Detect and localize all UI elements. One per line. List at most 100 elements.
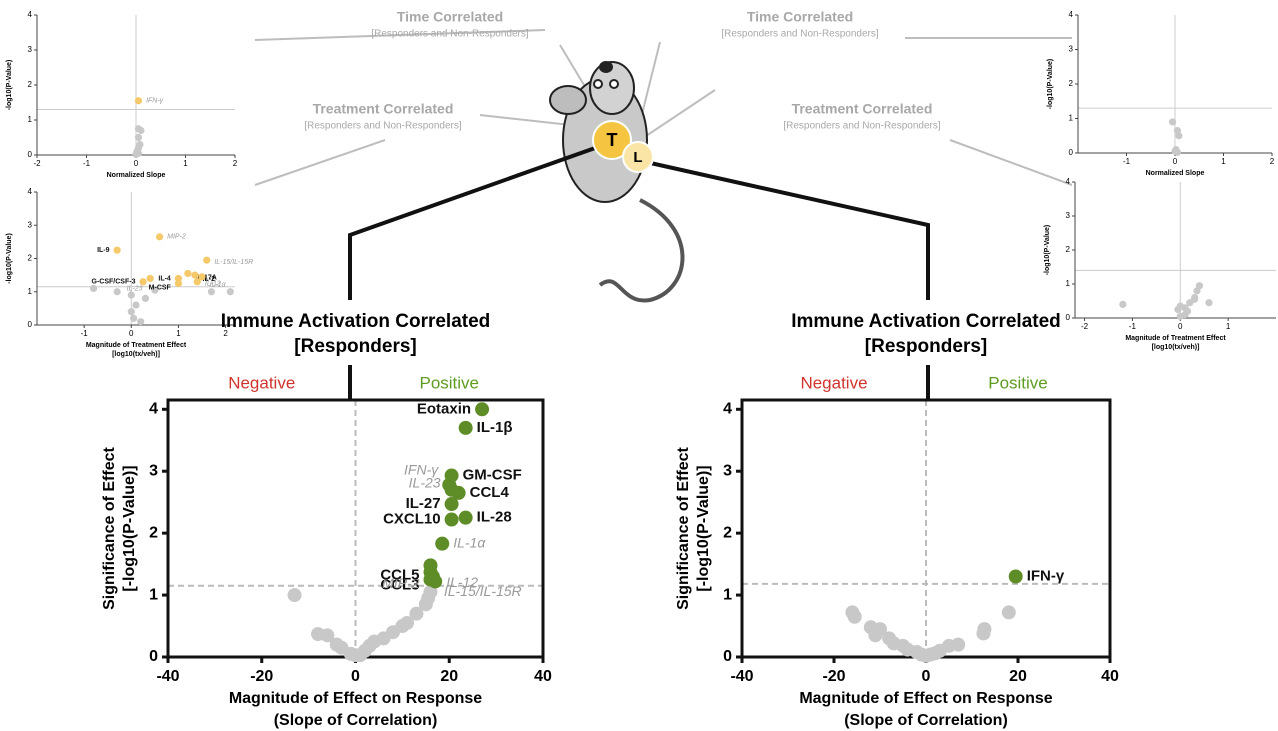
x-tick-label: 40 xyxy=(1101,668,1119,685)
x-tick-label: -1 xyxy=(81,329,89,338)
trunk-line xyxy=(637,160,928,300)
point-label: G-CSF/CSF-3 xyxy=(92,279,136,286)
y-tick-label: 3 xyxy=(1066,211,1071,220)
point xyxy=(132,151,139,158)
point xyxy=(977,622,991,636)
point xyxy=(1009,569,1023,583)
point xyxy=(184,270,191,277)
y-tick-label: 0 xyxy=(28,320,33,329)
point xyxy=(142,295,149,302)
x-axis-label: Normalized Slope xyxy=(107,172,166,179)
y-tick-label: 2 xyxy=(149,524,158,541)
y-tick-label: 4 xyxy=(723,401,732,418)
connector xyxy=(640,90,715,140)
y-axis-label: -log10(P-Value) xyxy=(1044,225,1051,276)
chart: -2-101201234Normalized Slope-log10(P-Val… xyxy=(6,10,238,179)
x-tick-label: -40 xyxy=(156,668,179,685)
y-tick-label: 0 xyxy=(28,150,33,159)
point-label: M-CSF xyxy=(149,284,172,291)
point xyxy=(1119,301,1126,308)
point xyxy=(1196,282,1203,289)
point xyxy=(156,233,163,240)
x-tick-label: -1 xyxy=(83,159,91,168)
x-tick-label: -20 xyxy=(250,668,273,685)
y-axis-label: -log10(P-Value) xyxy=(6,233,13,284)
x-tick-label: -1 xyxy=(1123,157,1131,166)
x-tick-label: 0 xyxy=(922,668,931,685)
point xyxy=(90,285,97,292)
x-tick-label: 0 xyxy=(129,329,134,338)
mouse-nose xyxy=(600,62,612,72)
point xyxy=(951,638,965,652)
y-tick-label: 4 xyxy=(1066,177,1071,186)
y-tick-label: 4 xyxy=(28,187,33,196)
point-label: IL-9 xyxy=(97,247,110,254)
x-tick-label: -1 xyxy=(1129,322,1137,331)
connector xyxy=(255,140,385,185)
point-label: IL-12 xyxy=(446,574,478,590)
point xyxy=(208,288,215,295)
y-tick-label: 1 xyxy=(28,287,33,296)
positive-label: Positive xyxy=(988,373,1048,392)
point-label: IFN-γ xyxy=(146,98,164,105)
point-label: IL-23 xyxy=(409,474,441,490)
y-tick-label: 0 xyxy=(723,648,732,665)
x-tick-label: -20 xyxy=(822,668,845,685)
point xyxy=(1205,299,1212,306)
y-tick-label: 3 xyxy=(149,462,158,479)
x-axis-label: Magnitude of Treatment Effect xyxy=(86,342,187,349)
point xyxy=(128,308,135,315)
connector xyxy=(950,140,1072,185)
point-label: IL-4 xyxy=(158,275,171,282)
x-tick-label: 0 xyxy=(351,668,360,685)
annotation-subtitle: [Responders and Non-Responders] xyxy=(783,121,941,132)
x-tick-label: 1 xyxy=(1221,157,1226,166)
point xyxy=(147,275,154,282)
y-tick-label: 4 xyxy=(28,10,33,19)
y-tick-label: 4 xyxy=(149,401,158,418)
point xyxy=(445,513,459,527)
point-label: IL-12 xyxy=(205,281,221,288)
point xyxy=(203,257,210,264)
point xyxy=(868,628,882,642)
x-axis-label: Magnitude of Effect on Response xyxy=(799,690,1052,707)
x-axis-label: Normalized Slope xyxy=(1146,170,1205,177)
point xyxy=(1177,313,1184,320)
negative-label: Negative xyxy=(228,373,295,392)
mouse-ear xyxy=(550,86,586,114)
x-tick-label: 0 xyxy=(134,159,139,168)
y-tick-label: 2 xyxy=(1066,245,1071,254)
mouse-tail xyxy=(600,200,683,300)
x-axis-label: Magnitude of Effect on Response xyxy=(229,690,482,707)
plot-frame xyxy=(742,400,1110,657)
y-tick-label: 0 xyxy=(149,648,158,665)
point xyxy=(445,497,459,511)
x-tick-label: 20 xyxy=(440,668,458,685)
point xyxy=(1191,294,1198,301)
x-axis-label: (Slope of Correlation) xyxy=(844,712,1008,729)
x-tick-label: 40 xyxy=(534,668,552,685)
annotation-title: Time Correlated xyxy=(747,9,853,25)
point-label: Eotaxin xyxy=(417,400,471,417)
y-axis-label: [-log10(P-Value)] xyxy=(121,465,138,591)
mouse-eye xyxy=(610,80,618,88)
point xyxy=(135,134,142,141)
point xyxy=(139,278,146,285)
x-tick-label: 2 xyxy=(1270,157,1275,166)
y-tick-label: 0 xyxy=(1066,313,1071,322)
connector xyxy=(640,42,660,122)
annotation-title: Treatment Correlated xyxy=(792,101,933,117)
y-tick-label: 0 xyxy=(1069,148,1074,157)
point xyxy=(459,421,473,435)
y-axis-label: [-log10(P-Value)] xyxy=(695,465,712,591)
annotation-subtitle: [Responders and Non-Responders] xyxy=(721,29,879,40)
negative-label: Negative xyxy=(800,373,867,392)
point-label: IFN-γ xyxy=(1027,567,1065,584)
point xyxy=(175,280,182,287)
point xyxy=(1002,605,1016,619)
point xyxy=(1174,306,1181,313)
point-label: MIP-2 xyxy=(167,234,186,241)
point-label: IL-28 xyxy=(477,509,512,526)
